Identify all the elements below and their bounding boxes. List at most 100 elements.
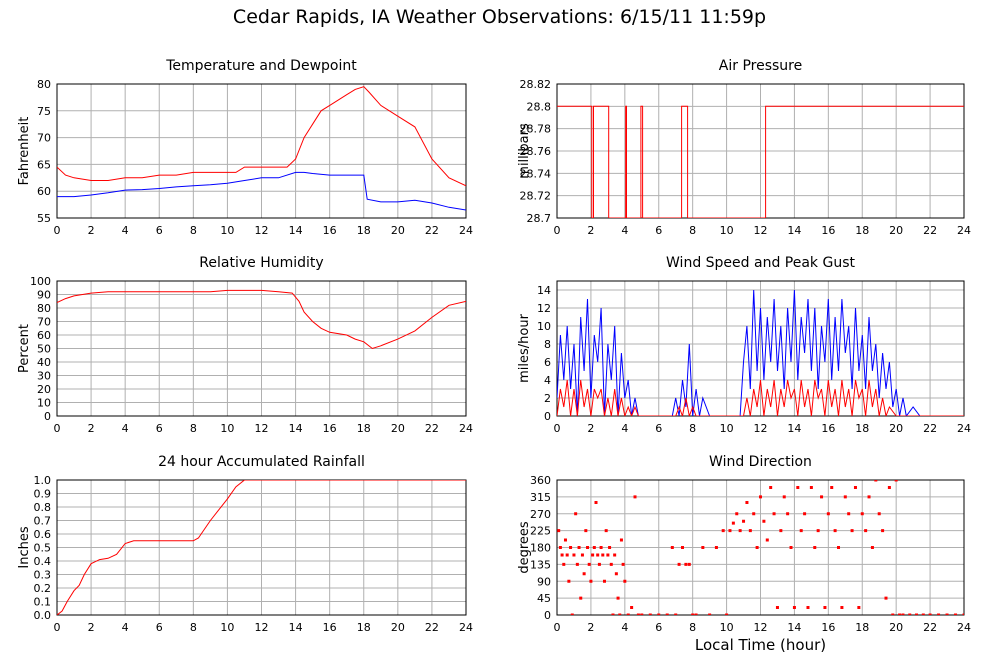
y-tick-label: 0 [44,410,51,423]
chart-title: Wind Speed and Peak Gust [666,255,855,271]
scatter-point [677,562,681,566]
scatter-point [789,546,793,549]
scatter-point [587,562,591,566]
scatter-point [609,562,613,566]
scatter-point [820,495,824,499]
x-tick-label: 24 [957,224,971,237]
scatter-point [589,579,593,583]
x-tick-label: 24 [459,224,473,237]
y-tick-label: 80 [37,78,51,91]
y-tick-label: 28.78 [520,123,552,136]
scatter-point [611,613,615,615]
x-tick-label: 8 [190,224,197,237]
y-tick-label: 80 [37,302,51,315]
scatter-point [567,579,571,583]
scatter-point [665,613,669,615]
scatter-point [558,546,562,549]
x-tick-label: 8 [689,621,696,634]
y-tick-label: 20 [37,383,51,396]
scatter-point [701,546,705,549]
scatter-point [569,546,573,549]
scatter-point [840,606,844,609]
series-line [557,379,964,416]
x-tick-label: 10 [720,621,734,634]
x-tick-label: 6 [156,422,163,435]
scatter-point [769,486,773,489]
scatter-point [592,546,596,549]
scatter-point [731,521,735,525]
x-tick-label: 10 [720,422,734,435]
x-tick-label: 20 [889,621,903,634]
y-tick-label: 14 [537,284,551,297]
scatter-point [748,529,752,533]
scatter-point [921,613,925,615]
y-tick-label: 6 [544,356,551,369]
page-title: Cedar Rapids, IA Weather Observations: 6… [232,6,767,28]
scatter-point [792,606,796,609]
y-axis-label: miles/hour [517,313,532,382]
y-tick-label: 0.0 [34,609,52,622]
scatter-point [945,613,949,615]
y-tick-label: 28.8 [527,100,552,113]
y-tick-label: 0.3 [34,569,52,582]
y-tick-label: 70 [37,132,51,145]
scatter-point [575,562,579,566]
y-tick-label: 180 [530,542,551,555]
series-line [57,480,466,615]
y-tick-label: 100 [30,275,51,288]
scatter-point [735,512,739,516]
y-tick-label: 28.82 [520,78,552,91]
y-tick-label: 0.7 [34,515,52,528]
x-tick-label: 2 [587,621,594,634]
x-tick-label: 18 [855,422,869,435]
scatter-point [775,606,779,609]
scatter-point [799,529,803,533]
scatter-point [584,529,588,533]
x-tick-label: 16 [323,621,337,634]
scatter-point [648,613,652,615]
x-tick-label: 4 [621,422,628,435]
x-tick-label: 24 [957,422,971,435]
scatter-point [582,572,586,576]
x-tick-label: 2 [88,224,95,237]
scatter-point [779,529,783,533]
scatter-point [809,486,813,489]
scatter-point [881,529,885,533]
x-tick-label: 0 [54,224,61,237]
series-line [557,105,964,218]
y-tick-label: 2 [544,392,551,405]
scatter-point [714,546,718,549]
scatter-point [894,480,898,482]
scatter-point [884,596,888,600]
x-tick-label: 8 [689,224,696,237]
scatter-point [803,512,807,516]
scatter-point [630,606,634,609]
scatter-point [877,512,881,516]
scatter-point [908,613,912,615]
x-tick-label: 22 [425,224,439,237]
x-tick-label: 18 [357,422,371,435]
scatter-point [657,613,661,615]
scatter-point [759,495,762,499]
scatter-point [843,495,847,499]
scatter-point [860,512,864,516]
y-tick-label: 10 [37,397,51,410]
y-tick-label: 40 [37,356,51,369]
x-tick-label: 12 [255,224,269,237]
x-tick-label: 24 [957,621,971,634]
scatter-point [765,538,769,542]
x-tick-label: 4 [122,621,129,634]
scatter-point [601,553,605,557]
scatter-point [954,613,958,615]
x-tick-label: 6 [156,224,163,237]
scatter-point [728,529,732,533]
x-tick-label: 16 [323,224,337,237]
x-tick-label: 20 [391,224,405,237]
x-tick-label: 16 [323,422,337,435]
x-tick-label: 6 [655,621,662,634]
scatter-point [850,529,854,533]
x-tick-label: 22 [923,224,937,237]
y-tick-label: 1.0 [34,474,52,487]
